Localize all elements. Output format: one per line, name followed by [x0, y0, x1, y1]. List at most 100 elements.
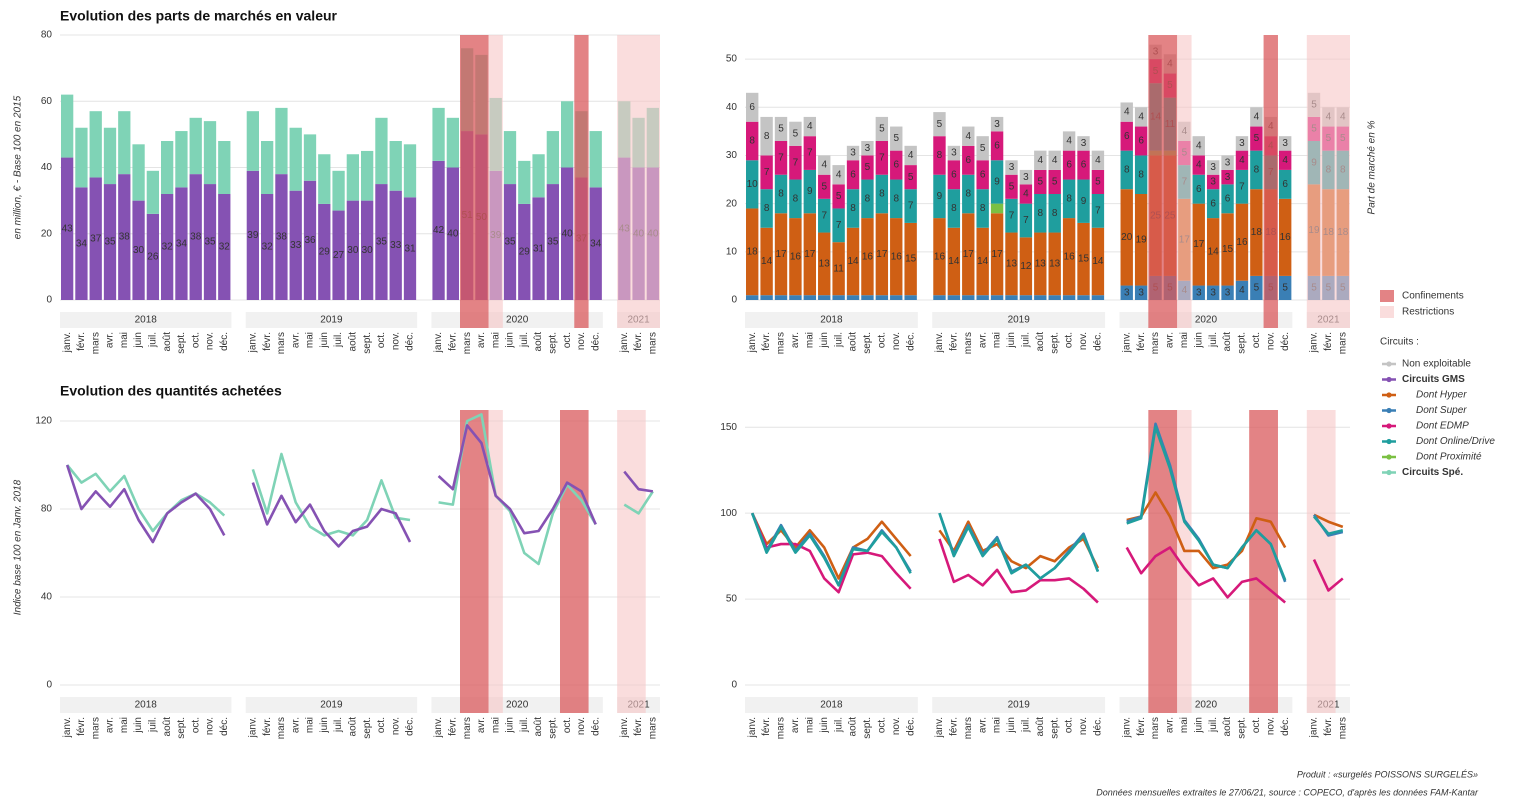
value-label: 14 [1092, 256, 1104, 267]
value-label: 4 [821, 160, 827, 171]
bar-segment [846, 295, 860, 300]
bar-segment [361, 150, 374, 201]
bar-segment [1077, 222, 1090, 296]
bar-segment [1005, 174, 1018, 199]
x-tick-label: janv. [247, 332, 258, 353]
bar-segment [175, 187, 188, 300]
x-tick-label: août [848, 332, 859, 352]
shade-restrictions [488, 35, 503, 328]
x-tick-label: juin [1006, 332, 1017, 349]
value-label: 8 [749, 136, 755, 147]
bar-segment [890, 126, 903, 151]
bar-segment [760, 116, 773, 156]
value-label: 32 [219, 242, 231, 253]
bar-segment [990, 295, 1004, 300]
x-tick-label: oct. [562, 717, 573, 733]
value-label: 9 [1081, 196, 1087, 207]
bar-segment [1192, 155, 1205, 175]
value-label: 15 [1222, 244, 1234, 255]
bar-segment [432, 107, 445, 161]
chart-title: Evolution des parts de marchés en valeur [60, 8, 338, 24]
x-tick-label: févr. [262, 332, 273, 351]
bar-segment [962, 145, 975, 175]
x-tick-label: août [533, 717, 544, 737]
x-tick-label: juil. [147, 717, 158, 733]
value-label: 5 [1052, 177, 1058, 188]
value-label: 8 [893, 193, 899, 204]
y-tick-label: 0 [731, 295, 737, 306]
value-label: 6 [1138, 136, 1144, 147]
bar-segment [1192, 203, 1205, 286]
bar-segment [1134, 194, 1148, 286]
value-label: 3 [1239, 138, 1245, 149]
value-label: 7 [821, 210, 827, 221]
x-tick-label: juin [505, 332, 516, 349]
bar-segment [1091, 150, 1105, 170]
value-label: 5 [836, 191, 842, 202]
value-label: 13 [1006, 259, 1018, 270]
shade-confinements [1249, 410, 1278, 713]
value-label: 4 [1052, 155, 1058, 166]
bar-segment [976, 160, 989, 190]
bar-segment [1278, 275, 1292, 300]
value-label: 7 [836, 220, 842, 231]
value-label: 6 [980, 169, 986, 180]
bar-segment [933, 174, 946, 219]
bar-segment [403, 144, 417, 198]
value-label: 3 [850, 148, 856, 159]
bar-segment [1206, 160, 1220, 175]
x-tick-label: août [347, 332, 358, 352]
bar-segment [1206, 218, 1220, 286]
x-tick-label: avr. [476, 717, 487, 733]
shade-confinements [1148, 35, 1178, 328]
x-tick-label: févr. [1323, 332, 1334, 351]
y-tick-label: 0 [731, 680, 737, 691]
x-tick-label: janv. [247, 717, 258, 738]
x-tick-label: avr. [790, 332, 801, 348]
year-band [245, 312, 418, 328]
x-tick-label: mars [462, 717, 473, 739]
bar-segment [1048, 194, 1061, 233]
legend-label: Dont Hyper [1416, 390, 1467, 401]
x-tick-label: juil. [333, 332, 344, 348]
value-label: 31 [404, 243, 416, 254]
x-tick-label: sept. [547, 717, 558, 739]
bar-segment [1091, 295, 1105, 300]
x-tick-label: mars [776, 332, 787, 354]
value-label: 7 [908, 201, 914, 212]
year-label: 2019 [320, 315, 343, 326]
line-series [623, 490, 654, 515]
year-band [60, 697, 232, 713]
value-label: 34 [176, 238, 188, 249]
x-tick-label: juil. [1208, 332, 1219, 348]
bar-segment [990, 203, 1004, 214]
bar-segment [846, 145, 860, 161]
value-label: 18 [1251, 227, 1263, 238]
bar-segment [846, 160, 860, 190]
x-tick-label: sept. [362, 717, 373, 739]
bar-segment [1134, 107, 1148, 127]
value-label: 35 [547, 237, 559, 248]
shade-restrictions [1306, 35, 1350, 328]
x-tick-label: nov. [576, 332, 587, 350]
x-tick-label: avr. [977, 332, 988, 348]
x-tick-label: juin [819, 717, 830, 734]
bar-segment [803, 213, 817, 296]
x-tick-label: sept. [1237, 717, 1248, 739]
bar-segment [904, 222, 917, 296]
x-tick-label: avr. [476, 332, 487, 348]
value-label: 4 [1095, 155, 1101, 166]
bar-segment [976, 136, 989, 161]
bar-segment [1221, 184, 1234, 214]
bar-segment [1034, 150, 1047, 170]
bar-segment [746, 121, 759, 161]
bar-segment [303, 180, 317, 300]
x-tick-label: mars [90, 717, 101, 739]
bar-segment [962, 295, 975, 300]
bar-segment [1019, 169, 1033, 185]
value-label: 3 [1282, 138, 1288, 149]
bar-segment [1235, 150, 1249, 170]
legend-marker [1386, 469, 1392, 476]
x-tick-label: mars [963, 717, 974, 739]
